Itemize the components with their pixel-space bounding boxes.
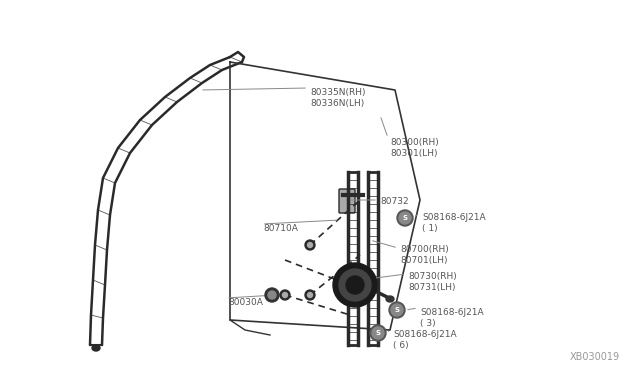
Circle shape xyxy=(282,292,287,298)
Circle shape xyxy=(389,302,405,318)
Text: 80300(RH)
80301(LH): 80300(RH) 80301(LH) xyxy=(390,138,439,158)
Text: S08168-6J21A
( 3): S08168-6J21A ( 3) xyxy=(420,308,484,328)
Circle shape xyxy=(372,327,384,339)
Text: 80730(RH)
80731(LH): 80730(RH) 80731(LH) xyxy=(408,272,457,292)
Text: 80030A: 80030A xyxy=(228,298,263,307)
Text: 80732: 80732 xyxy=(380,197,408,206)
Text: 80710A: 80710A xyxy=(263,224,298,233)
Circle shape xyxy=(339,269,371,301)
Text: XB030019: XB030019 xyxy=(570,352,620,362)
Text: 80700(RH)
80701(LH): 80700(RH) 80701(LH) xyxy=(400,245,449,265)
Circle shape xyxy=(397,210,413,226)
Circle shape xyxy=(280,290,290,300)
FancyBboxPatch shape xyxy=(339,189,355,213)
Circle shape xyxy=(370,325,386,341)
Ellipse shape xyxy=(92,345,100,351)
Circle shape xyxy=(333,263,377,307)
Circle shape xyxy=(391,304,403,316)
Text: S08168-6J21A
( 1): S08168-6J21A ( 1) xyxy=(422,213,486,233)
Circle shape xyxy=(346,276,364,294)
Circle shape xyxy=(307,243,312,247)
Circle shape xyxy=(265,288,279,302)
Text: S: S xyxy=(394,307,399,313)
Circle shape xyxy=(268,291,276,299)
Circle shape xyxy=(305,240,315,250)
Text: S: S xyxy=(403,215,408,221)
Text: 80335N(RH)
80336N(LH): 80335N(RH) 80336N(LH) xyxy=(310,88,365,108)
Circle shape xyxy=(399,212,411,224)
Text: S08168-6J21A
( 6): S08168-6J21A ( 6) xyxy=(393,330,456,350)
Circle shape xyxy=(305,290,315,300)
Ellipse shape xyxy=(386,296,394,302)
Text: S: S xyxy=(376,330,381,336)
Circle shape xyxy=(307,292,312,298)
